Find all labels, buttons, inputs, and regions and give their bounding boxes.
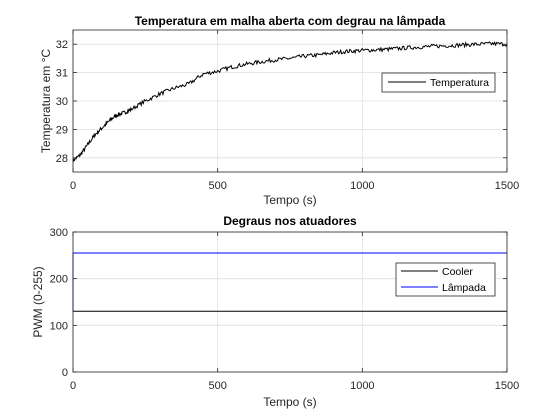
temperature-axes: 0 500 1000 1500 28 29 30 31 32 Temperatura em m…	[39, 14, 519, 207]
x-tick-labels: 0 500 1000 1500	[70, 180, 519, 192]
legend: Cooler Lâmpada	[395, 262, 496, 297]
legend-label-cooler: Cooler	[442, 266, 473, 278]
chart-title: Degraus nos atuadores	[223, 214, 357, 228]
tick-marks	[72, 30, 508, 172]
tick-marks	[72, 231, 508, 373]
y-tick-labels: 28 29 30 31 32	[56, 39, 68, 165]
legend-box	[395, 262, 496, 297]
x-tick-label: 1500	[495, 180, 519, 192]
x-axis-label: Tempo (s)	[263, 395, 316, 409]
x-tick-label: 500	[208, 180, 226, 192]
y-tick-label: 30	[56, 96, 68, 108]
x-tick-label: 1000	[350, 380, 374, 392]
legend-label-lampada: Lâmpada	[442, 282, 486, 294]
y-tick-label: 32	[56, 39, 68, 51]
chart-title: Temperatura em malha aberta com degrau n…	[135, 14, 446, 28]
y-tick-label: 31	[56, 68, 68, 80]
actuators-axes: 0 500 1000 1500 0 100 200 300 Degraus nos atua…	[31, 214, 519, 409]
legend-label-temperatura: Temperatura	[430, 77, 489, 89]
y-axis-label: Temperatura em °C	[39, 49, 53, 154]
y-tick-label: 29	[56, 124, 68, 136]
y-tick-label: 28	[56, 153, 68, 165]
x-tick-label: 0	[70, 180, 76, 192]
axes-box	[72, 231, 508, 373]
x-tick-labels: 0 500 1000 1500	[70, 380, 519, 392]
series-line-temperatura	[72, 40, 508, 163]
y-tick-label: 200	[50, 274, 68, 286]
x-tick-label: 0	[70, 380, 76, 392]
plot-area	[73, 232, 507, 372]
x-tick-label: 1500	[495, 380, 519, 392]
y-tick-labels: 0 100 200 300	[50, 227, 68, 379]
series-lines	[72, 40, 508, 163]
legend: Temperatura	[381, 72, 496, 93]
x-axis-label: Tempo (s)	[263, 193, 316, 207]
y-axis-label: PWM (0-255)	[31, 266, 45, 337]
x-tick-label: 1000	[350, 180, 374, 192]
grid	[72, 30, 508, 172]
y-tick-label: 0	[62, 367, 68, 379]
y-tick-label: 100	[50, 320, 68, 332]
x-tick-label: 500	[208, 380, 226, 392]
legend-box	[381, 72, 496, 93]
y-tick-label: 300	[50, 227, 68, 239]
